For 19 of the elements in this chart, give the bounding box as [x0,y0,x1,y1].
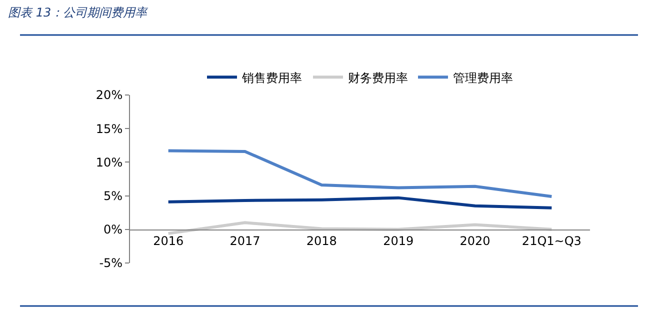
x-tick-label: 2018 [306,234,337,248]
y-tick-label: -5% [99,256,123,270]
x-tick-label: 2016 [153,234,184,248]
y-tick-label: 10% [96,155,123,170]
legend-label: 销售费用率 [241,70,302,85]
legend-label: 财务费用率 [348,70,408,85]
x-tick-label: 21Q1~Q3 [522,234,582,248]
y-tick-label: 20% [96,88,123,102]
chart-title: 图表 13：公司期间费用率 [8,5,150,20]
y-tick-label: 15% [96,122,123,136]
x-tick-label: 2017 [230,234,260,248]
line-series [166,149,554,198]
legend-label: 管理费用率 [453,70,513,85]
line-series [166,221,554,235]
x-tick-label: 2019 [383,234,414,248]
x-tick-label: 2020 [460,234,490,248]
y-tick-label: 5% [104,189,123,203]
line-series [166,196,554,210]
y-tick-label: 0% [104,222,123,237]
